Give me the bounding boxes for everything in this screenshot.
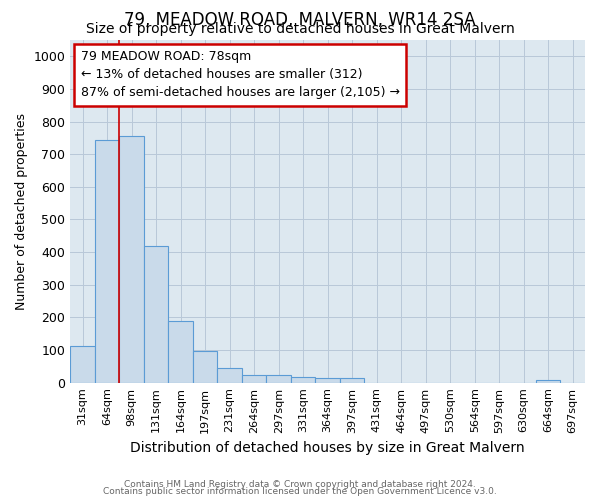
Text: Contains public sector information licensed under the Open Government Licence v3: Contains public sector information licen… (103, 487, 497, 496)
Text: Size of property relative to detached houses in Great Malvern: Size of property relative to detached ho… (86, 22, 514, 36)
Bar (144, 246, 169, 382)
Text: 79 MEADOW ROAD: 78sqm
← 13% of detached houses are smaller (312)
87% of semi-det: 79 MEADOW ROAD: 78sqm ← 13% of detached … (80, 50, 400, 100)
Bar (95, 140, 119, 382)
X-axis label: Distribution of detached houses by size in Great Malvern: Distribution of detached houses by size … (130, 441, 525, 455)
Bar (169, 320, 193, 382)
Text: 79, MEADOW ROAD, MALVERN, WR14 2SA: 79, MEADOW ROAD, MALVERN, WR14 2SA (124, 11, 476, 29)
Y-axis label: Number of detached properties: Number of detached properties (15, 113, 28, 310)
Bar (242, 374, 266, 382)
Text: Contains HM Land Registry data © Crown copyright and database right 2024.: Contains HM Land Registry data © Crown c… (124, 480, 476, 489)
Bar (70, 346, 95, 383)
Bar (536, 380, 560, 382)
Bar (340, 378, 364, 382)
Bar (291, 377, 316, 382)
Bar (266, 374, 291, 382)
Bar (193, 351, 217, 382)
Bar (119, 136, 144, 382)
Bar (217, 368, 242, 382)
Bar (316, 378, 340, 382)
